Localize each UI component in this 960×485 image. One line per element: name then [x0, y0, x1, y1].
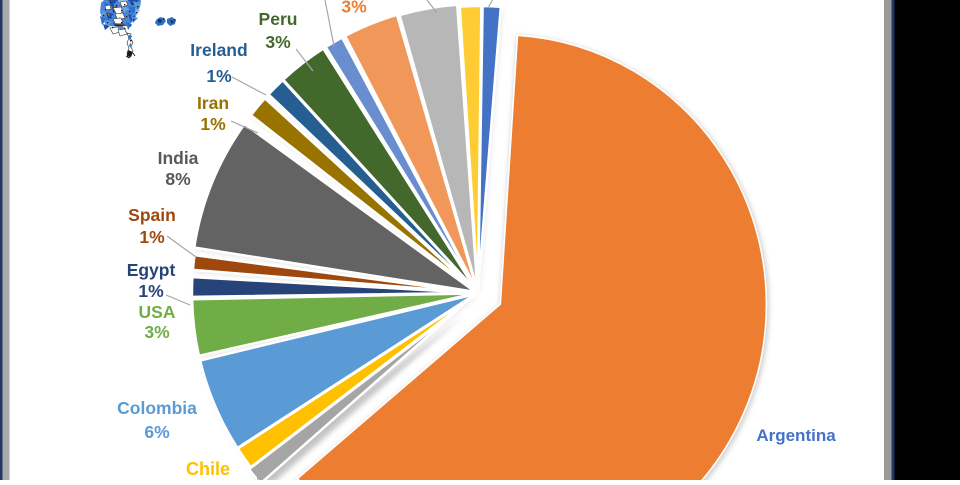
svg-text:USA: USA — [139, 302, 176, 322]
svg-text:Colombia: Colombia — [117, 398, 197, 418]
svg-text:Argentina: Argentina — [756, 426, 836, 445]
svg-text:Ireland: Ireland — [190, 40, 247, 60]
svg-text:Spain: Spain — [128, 205, 176, 225]
svg-text:1%: 1% — [138, 281, 164, 301]
svg-text:Peru: Peru — [259, 9, 298, 29]
svg-text:India: India — [158, 148, 199, 168]
svg-text:1%: 1% — [139, 227, 165, 247]
svg-text:Iran: Iran — [197, 93, 229, 113]
svg-text:1%: 1% — [206, 66, 232, 86]
svg-text:3%: 3% — [144, 322, 170, 342]
svg-text:1%: 1% — [200, 114, 226, 134]
svg-text:Egypt: Egypt — [127, 260, 176, 280]
svg-text:8%: 8% — [165, 169, 191, 189]
svg-text:Chile: Chile — [186, 459, 230, 479]
svg-text:3%: 3% — [265, 32, 291, 52]
svg-text:6%: 6% — [144, 422, 170, 442]
svg-text:3%: 3% — [341, 0, 367, 17]
